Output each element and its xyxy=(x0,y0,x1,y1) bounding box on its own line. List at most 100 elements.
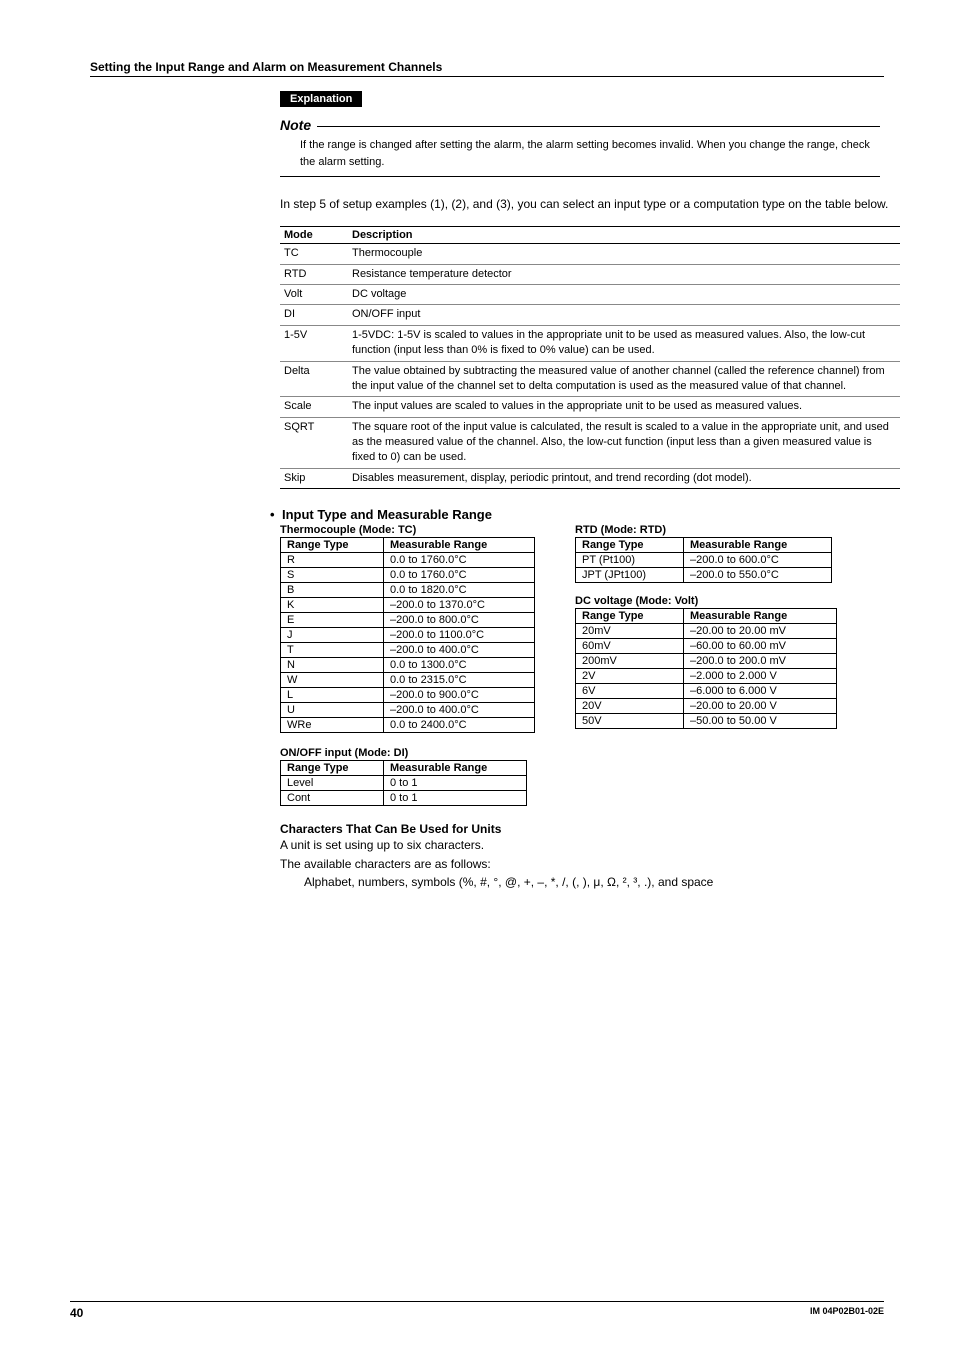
cell: –20.00 to 20.00 V xyxy=(684,699,837,714)
th: Range Type xyxy=(281,538,384,553)
table-row: S0.0 to 1760.0°C xyxy=(281,568,535,583)
cell: DI xyxy=(280,305,348,325)
cell: –200.0 to 550.0°C xyxy=(684,568,832,583)
table-row: PT (Pt100)–200.0 to 600.0°C xyxy=(576,553,832,568)
cell: –2.000 to 2.000 V xyxy=(684,669,837,684)
rtd-caption: RTD (Mode: RTD) xyxy=(575,524,837,536)
chars-heading: Characters That Can Be Used for Units xyxy=(280,822,884,836)
cell: 0.0 to 2315.0°C xyxy=(384,673,535,688)
cell: L xyxy=(281,688,384,703)
di-table-block: ON/OFF input (Mode: DI) Range TypeMeasur… xyxy=(280,747,884,806)
tc-caption: Thermocouple (Mode: TC) xyxy=(280,524,535,536)
table-row: DION/OFF input xyxy=(280,305,900,325)
cell: 1-5VDC: 1-5V is scaled to values in the … xyxy=(348,325,900,361)
cell: 0.0 to 2400.0°C xyxy=(384,718,535,733)
tables-row: Thermocouple (Mode: TC) Range TypeMeasur… xyxy=(280,524,884,733)
section-title: Setting the Input Range and Alarm on Mea… xyxy=(90,60,884,77)
table-row: WRe0.0 to 2400.0°C xyxy=(281,718,535,733)
table-row: Cont0 to 1 xyxy=(281,791,527,806)
cell: 0.0 to 1760.0°C xyxy=(384,553,535,568)
cell: The input values are scaled to values in… xyxy=(348,397,900,417)
cell: PT (Pt100) xyxy=(576,553,684,568)
cell: K xyxy=(281,598,384,613)
cell: –200.0 to 900.0°C xyxy=(384,688,535,703)
right-column: RTD (Mode: RTD) Range TypeMeasurable Ran… xyxy=(575,524,837,733)
heading-text: Input Type and Measurable Range xyxy=(282,507,492,522)
table-row: 200mV–200.0 to 200.0 mV xyxy=(576,654,837,669)
cell: T xyxy=(281,643,384,658)
cell: –200.0 to 400.0°C xyxy=(384,703,535,718)
cell: –200.0 to 200.0 mV xyxy=(684,654,837,669)
th: Measurable Range xyxy=(384,761,527,776)
cell: RTD xyxy=(280,264,348,284)
cell: Skip xyxy=(280,468,348,488)
table-row: ScaleThe input values are scaled to valu… xyxy=(280,397,900,417)
table-row: K–200.0 to 1370.0°C xyxy=(281,598,535,613)
table-row: 20V–20.00 to 20.00 V xyxy=(576,699,837,714)
table-row: R0.0 to 1760.0°C xyxy=(281,553,535,568)
footer: 40 IM 04P02B01-02E xyxy=(70,1301,884,1320)
cell: JPT (JPt100) xyxy=(576,568,684,583)
table-row: L–200.0 to 900.0°C xyxy=(281,688,535,703)
table-row: N0.0 to 1300.0°C xyxy=(281,658,535,673)
cell: 20mV xyxy=(576,624,684,639)
table-row: 1-5V1-5VDC: 1-5V is scaled to values in … xyxy=(280,325,900,361)
cell: B xyxy=(281,583,384,598)
cell: The value obtained by subtracting the me… xyxy=(348,361,900,397)
th: Range Type xyxy=(576,538,684,553)
mode-th-mode: Mode xyxy=(280,227,348,244)
rtd-table-block: RTD (Mode: RTD) Range TypeMeasurable Ran… xyxy=(575,524,837,583)
cell: The square root of the input value is ca… xyxy=(348,417,900,468)
di-table: Range TypeMeasurable Range Level0 to 1 C… xyxy=(280,760,527,806)
explanation-label: Explanation xyxy=(280,91,362,107)
cell: E xyxy=(281,613,384,628)
cell: 0.0 to 1760.0°C xyxy=(384,568,535,583)
table-row: SkipDisables measurement, display, perio… xyxy=(280,468,900,488)
cell: N xyxy=(281,658,384,673)
table-row: 60mV–60.00 to 60.00 mV xyxy=(576,639,837,654)
mode-table: Mode Description TCThermocouple RTDResis… xyxy=(280,226,900,489)
table-row: J–200.0 to 1100.0°C xyxy=(281,628,535,643)
table-row: RTDResistance temperature detector xyxy=(280,264,900,284)
tc-table-block: Thermocouple (Mode: TC) Range TypeMeasur… xyxy=(280,524,535,733)
intro-text: In step 5 of setup examples (1), (2), an… xyxy=(280,195,910,214)
th: Measurable Range xyxy=(384,538,535,553)
cell: U xyxy=(281,703,384,718)
cell: 2V xyxy=(576,669,684,684)
cell: –200.0 to 400.0°C xyxy=(384,643,535,658)
cell: –60.00 to 60.00 mV xyxy=(684,639,837,654)
table-row: TCThermocouple xyxy=(280,244,900,264)
note-text: If the range is changed after setting th… xyxy=(280,133,880,177)
cell: –20.00 to 20.00 mV xyxy=(684,624,837,639)
cell: ON/OFF input xyxy=(348,305,900,325)
cell: J xyxy=(281,628,384,643)
th: Measurable Range xyxy=(684,609,837,624)
cell: –200.0 to 1100.0°C xyxy=(384,628,535,643)
cell: –200.0 to 800.0°C xyxy=(384,613,535,628)
table-row: 2V–2.000 to 2.000 V xyxy=(576,669,837,684)
cell: 0 to 1 xyxy=(384,791,527,806)
doc-id: IM 04P02B01-02E xyxy=(810,1306,884,1320)
cell: –6.000 to 6.000 V xyxy=(684,684,837,699)
cell: R xyxy=(281,553,384,568)
page-number: 40 xyxy=(70,1306,83,1320)
cell: TC xyxy=(280,244,348,264)
cell: S xyxy=(281,568,384,583)
chars-line3: Alphabet, numbers, symbols (%, #, °, @, … xyxy=(304,873,884,892)
table-row: JPT (JPt100)–200.0 to 550.0°C xyxy=(576,568,832,583)
cell: Volt xyxy=(280,284,348,304)
page: Setting the Input Range and Alarm on Mea… xyxy=(0,0,954,1350)
table-row: U–200.0 to 400.0°C xyxy=(281,703,535,718)
rtd-table: Range TypeMeasurable Range PT (Pt100)–20… xyxy=(575,537,832,583)
cell: Disables measurement, display, periodic … xyxy=(348,468,900,488)
cell: W xyxy=(281,673,384,688)
table-row: B0.0 to 1820.0°C xyxy=(281,583,535,598)
table-row: Level0 to 1 xyxy=(281,776,527,791)
cell: SQRT xyxy=(280,417,348,468)
volt-table: Range TypeMeasurable Range 20mV–20.00 to… xyxy=(575,608,837,729)
chars-text: A unit is set using up to six characters… xyxy=(280,836,884,892)
cell: Delta xyxy=(280,361,348,397)
th: Measurable Range xyxy=(684,538,832,553)
cell: 60mV xyxy=(576,639,684,654)
cell: 1-5V xyxy=(280,325,348,361)
